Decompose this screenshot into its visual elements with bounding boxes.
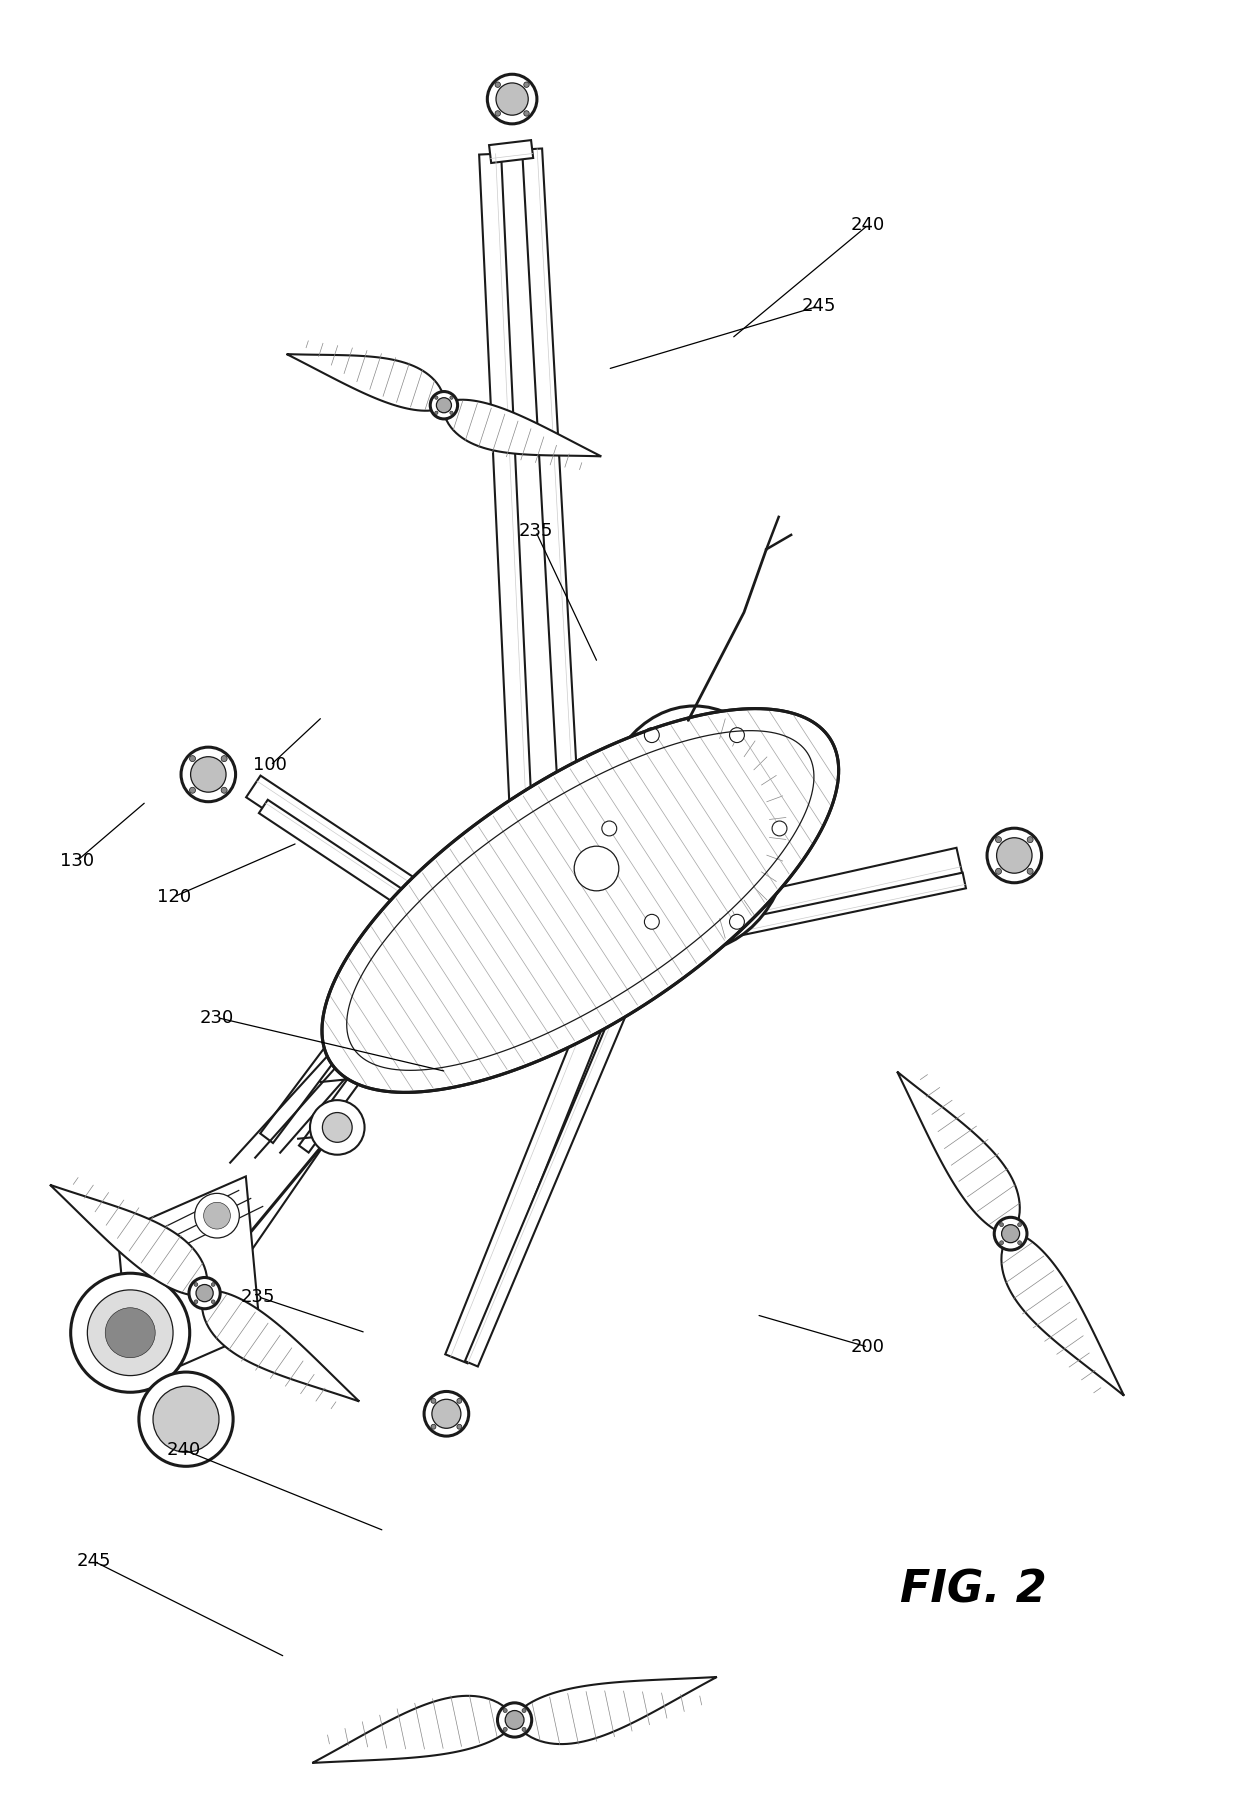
Circle shape	[435, 396, 438, 400]
Text: 130: 130	[60, 852, 94, 870]
Circle shape	[139, 1372, 233, 1466]
Polygon shape	[465, 1009, 626, 1367]
Polygon shape	[444, 400, 601, 456]
Polygon shape	[479, 153, 533, 846]
Circle shape	[495, 110, 501, 115]
Circle shape	[450, 396, 453, 400]
Text: 100: 100	[253, 756, 288, 774]
Circle shape	[432, 1399, 461, 1428]
Polygon shape	[489, 140, 533, 164]
Circle shape	[523, 83, 529, 88]
Circle shape	[432, 1425, 436, 1430]
Text: 235: 235	[241, 1288, 275, 1306]
Polygon shape	[259, 800, 485, 956]
Circle shape	[645, 728, 660, 742]
Circle shape	[424, 1392, 469, 1435]
Circle shape	[190, 787, 196, 792]
Circle shape	[997, 837, 1032, 873]
Circle shape	[1018, 1241, 1022, 1244]
Polygon shape	[445, 996, 611, 1363]
Polygon shape	[260, 1012, 363, 1144]
Circle shape	[996, 837, 1002, 843]
Circle shape	[322, 1113, 352, 1142]
Ellipse shape	[598, 706, 791, 951]
Text: 240: 240	[166, 1441, 201, 1459]
Circle shape	[153, 1387, 219, 1452]
Text: 240: 240	[851, 216, 885, 234]
Circle shape	[87, 1290, 174, 1376]
Text: 245: 245	[77, 1552, 112, 1570]
Circle shape	[1002, 1225, 1019, 1243]
Text: 230: 230	[200, 1009, 234, 1027]
Circle shape	[432, 1398, 436, 1403]
Circle shape	[999, 1223, 1003, 1226]
Circle shape	[497, 1702, 532, 1738]
Circle shape	[487, 74, 537, 124]
Circle shape	[994, 1217, 1027, 1250]
Circle shape	[1027, 868, 1033, 873]
Circle shape	[105, 1308, 155, 1358]
Circle shape	[729, 915, 744, 929]
Circle shape	[503, 1727, 507, 1731]
Text: 235: 235	[518, 522, 553, 540]
Circle shape	[211, 1300, 215, 1304]
Polygon shape	[246, 776, 477, 942]
Polygon shape	[118, 1176, 260, 1387]
Circle shape	[221, 787, 227, 792]
Text: 200: 200	[851, 1338, 885, 1356]
Circle shape	[996, 868, 1002, 873]
Circle shape	[310, 1100, 365, 1154]
Circle shape	[505, 1711, 525, 1729]
Ellipse shape	[618, 733, 771, 924]
Polygon shape	[522, 148, 580, 837]
Polygon shape	[724, 873, 966, 938]
Circle shape	[195, 1282, 198, 1286]
Polygon shape	[322, 708, 838, 1093]
Circle shape	[574, 846, 619, 891]
Circle shape	[71, 1273, 190, 1392]
Circle shape	[195, 1194, 239, 1237]
Circle shape	[729, 728, 744, 742]
Circle shape	[195, 1300, 198, 1304]
Polygon shape	[299, 1027, 396, 1153]
Polygon shape	[286, 355, 444, 411]
Circle shape	[503, 1709, 507, 1713]
Circle shape	[188, 1277, 221, 1309]
Circle shape	[435, 411, 438, 414]
Polygon shape	[515, 1677, 717, 1743]
Circle shape	[436, 398, 451, 412]
Polygon shape	[733, 848, 962, 924]
Polygon shape	[312, 1697, 515, 1763]
Circle shape	[495, 83, 501, 88]
Circle shape	[450, 411, 453, 414]
Circle shape	[773, 821, 787, 836]
Circle shape	[1027, 837, 1033, 843]
Text: 245: 245	[801, 297, 836, 315]
Circle shape	[522, 1709, 526, 1713]
Circle shape	[523, 110, 529, 115]
Circle shape	[190, 756, 196, 762]
Circle shape	[522, 1727, 526, 1731]
Circle shape	[1018, 1223, 1022, 1226]
Circle shape	[221, 756, 227, 762]
Circle shape	[987, 828, 1042, 882]
Circle shape	[203, 1203, 231, 1228]
Circle shape	[196, 1284, 213, 1302]
Circle shape	[211, 1282, 215, 1286]
Circle shape	[456, 1398, 461, 1403]
Circle shape	[999, 1241, 1003, 1244]
Circle shape	[456, 1425, 461, 1430]
Polygon shape	[898, 1072, 1019, 1234]
Circle shape	[496, 83, 528, 115]
Circle shape	[601, 821, 616, 836]
Polygon shape	[1002, 1234, 1123, 1396]
Circle shape	[430, 391, 458, 420]
Circle shape	[645, 915, 660, 929]
Circle shape	[191, 756, 226, 792]
Circle shape	[181, 747, 236, 801]
Text: FIG. 2: FIG. 2	[900, 1569, 1047, 1612]
Text: 120: 120	[156, 888, 191, 906]
Polygon shape	[50, 1185, 207, 1295]
Polygon shape	[202, 1291, 360, 1401]
